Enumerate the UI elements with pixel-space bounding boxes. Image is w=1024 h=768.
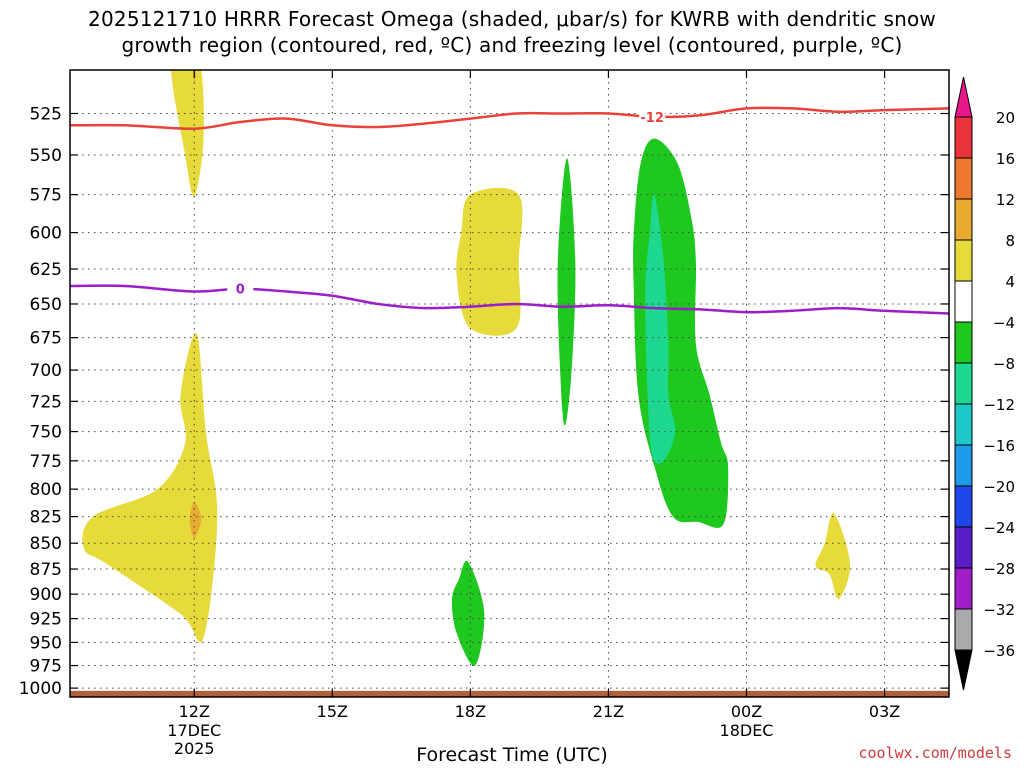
colorbar-swatch-9 <box>954 485 973 528</box>
y-tick-label-975: 975 <box>30 657 62 677</box>
x-tick-year-12Z: 2025 <box>174 739 215 758</box>
colorbar-swatch-11 <box>954 567 973 610</box>
omega-region-3 <box>189 502 202 538</box>
omega-region-4 <box>456 187 523 336</box>
y-tick-label-1000: 1000 <box>19 679 62 699</box>
y-tick-label-650: 650 <box>30 295 62 315</box>
y-tick-label-700: 700 <box>30 361 62 381</box>
omega-region-6 <box>557 158 576 426</box>
y-tick-label-625: 625 <box>30 260 62 280</box>
y-tick-label-600: 600 <box>30 224 62 244</box>
y-tick-label-725: 725 <box>30 392 62 412</box>
colorbar-label-4: 4 <box>1005 273 1015 291</box>
x-tick-label-18Z: 18Z <box>455 702 486 721</box>
colorbar-swatch-0 <box>954 116 973 159</box>
colorbar-swatch-8 <box>954 444 973 487</box>
plot-frame <box>69 69 950 698</box>
colorbar-label-5: −4 <box>993 314 1015 332</box>
x-axis-label: Forecast Time (UTC) <box>416 744 608 766</box>
x-tick-label-21Z: 21Z <box>593 702 624 721</box>
colorbar-label-0: 20 <box>996 109 1015 127</box>
omega-region-7 <box>451 560 485 666</box>
colorbar-label-11: −28 <box>983 560 1015 578</box>
y-tick-label-750: 750 <box>30 423 62 443</box>
colorbar-swatch-3 <box>954 239 973 282</box>
colorbar-label-9: −20 <box>983 478 1015 496</box>
colorbar-label-13: −36 <box>983 642 1015 660</box>
colorbar-label-12: −32 <box>983 601 1015 619</box>
colorbar-swatch-7 <box>954 403 973 446</box>
colorbar-label-3: 8 <box>1005 232 1015 250</box>
y-tick-label-950: 950 <box>30 633 62 653</box>
contour-line-0 <box>70 106 949 130</box>
y-tick-label-900: 900 <box>30 585 62 605</box>
x-tick-label-12Z: 12Z <box>179 702 210 721</box>
omega-region-0 <box>171 70 204 197</box>
colorbar-swatch-2 <box>954 198 973 241</box>
contour-label-1: 0 <box>236 283 245 298</box>
y-tick-label-675: 675 <box>30 329 62 349</box>
credit-link[interactable]: coolwx.com/models <box>858 744 1012 762</box>
ground-strip <box>70 690 949 697</box>
y-tick-label-800: 800 <box>30 480 62 500</box>
colorbar-swatch-12 <box>954 608 973 651</box>
contour-label-bg-0 <box>639 108 666 125</box>
y-tick-label-850: 850 <box>30 534 62 554</box>
chart-title-line-2: growth region (contoured, red, ºC) and f… <box>121 33 903 57</box>
omega-region-5 <box>815 512 851 600</box>
omega-region-9 <box>645 194 676 464</box>
colorbar-label-1: 16 <box>996 150 1015 168</box>
colorbar-swatch-10 <box>954 526 973 569</box>
colorbar-label-8: −16 <box>983 437 1015 455</box>
y-tick-label-525: 525 <box>30 105 62 125</box>
colorbar-swatch-1 <box>954 157 973 200</box>
y-tick-label-925: 925 <box>30 610 62 630</box>
contour-label-0: -12 <box>640 111 664 126</box>
contour-label-bg-1 <box>227 280 254 297</box>
colorbar-swatch-5 <box>954 321 973 364</box>
x-tick-label-00Z: 00Z <box>731 702 762 721</box>
y-tick-label-825: 825 <box>30 508 62 528</box>
colorbar-bottom-arrow <box>954 649 973 691</box>
colorbar-label-2: 12 <box>996 191 1015 209</box>
x-tick-sublabel-12Z: 17DEC <box>167 721 221 740</box>
colorbar-swatch-4 <box>954 280 973 323</box>
y-tick-label-775: 775 <box>30 452 62 472</box>
y-tick-label-875: 875 <box>30 560 62 580</box>
x-tick-sublabel-00Z: 18DEC <box>720 721 774 740</box>
y-tick-label-575: 575 <box>30 186 62 206</box>
colorbar-label-6: −8 <box>993 355 1015 373</box>
colorbar-top-arrow <box>954 76 973 118</box>
x-tick-label-15Z: 15Z <box>317 702 348 721</box>
y-tick-label-550: 550 <box>30 146 62 166</box>
x-tick-label-03Z: 03Z <box>869 702 900 721</box>
colorbar-label-10: −24 <box>983 519 1015 537</box>
colorbar-label-7: −12 <box>983 396 1015 414</box>
omega-region-2 <box>82 333 218 643</box>
chart-title-line-1: 2025121710 HRRR Forecast Omega (shaded, … <box>88 7 936 31</box>
colorbar-swatch-6 <box>954 362 973 405</box>
